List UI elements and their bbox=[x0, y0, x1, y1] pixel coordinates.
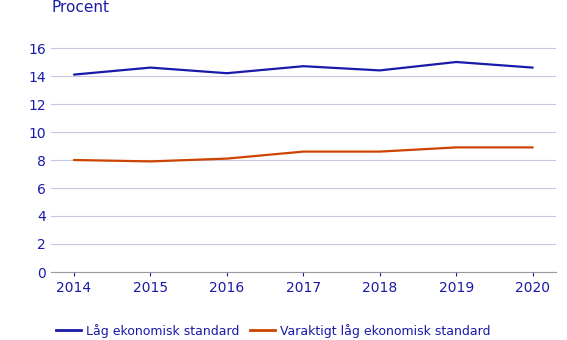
Line: Varaktigt låg ekonomisk standard: Varaktigt låg ekonomisk standard bbox=[74, 148, 533, 162]
Låg ekonomisk standard bbox=[376, 68, 383, 72]
Låg ekonomisk standard bbox=[223, 71, 230, 75]
Varaktigt låg ekonomisk standard bbox=[300, 150, 307, 154]
Line: Låg ekonomisk standard: Låg ekonomisk standard bbox=[74, 62, 533, 74]
Legend: Låg ekonomisk standard, Varaktigt låg ekonomisk standard: Låg ekonomisk standard, Varaktigt låg ek… bbox=[51, 319, 495, 340]
Varaktigt låg ekonomisk standard bbox=[147, 159, 154, 164]
Varaktigt låg ekonomisk standard bbox=[376, 150, 383, 154]
Varaktigt låg ekonomisk standard bbox=[223, 156, 230, 160]
Låg ekonomisk standard bbox=[300, 64, 307, 68]
Varaktigt låg ekonomisk standard bbox=[453, 146, 460, 150]
Låg ekonomisk standard bbox=[70, 72, 77, 76]
Låg ekonomisk standard bbox=[530, 66, 536, 70]
Varaktigt låg ekonomisk standard bbox=[70, 158, 77, 162]
Varaktigt låg ekonomisk standard bbox=[530, 146, 536, 150]
Text: Procent: Procent bbox=[51, 0, 109, 15]
Låg ekonomisk standard bbox=[147, 66, 154, 70]
Låg ekonomisk standard bbox=[453, 60, 460, 64]
